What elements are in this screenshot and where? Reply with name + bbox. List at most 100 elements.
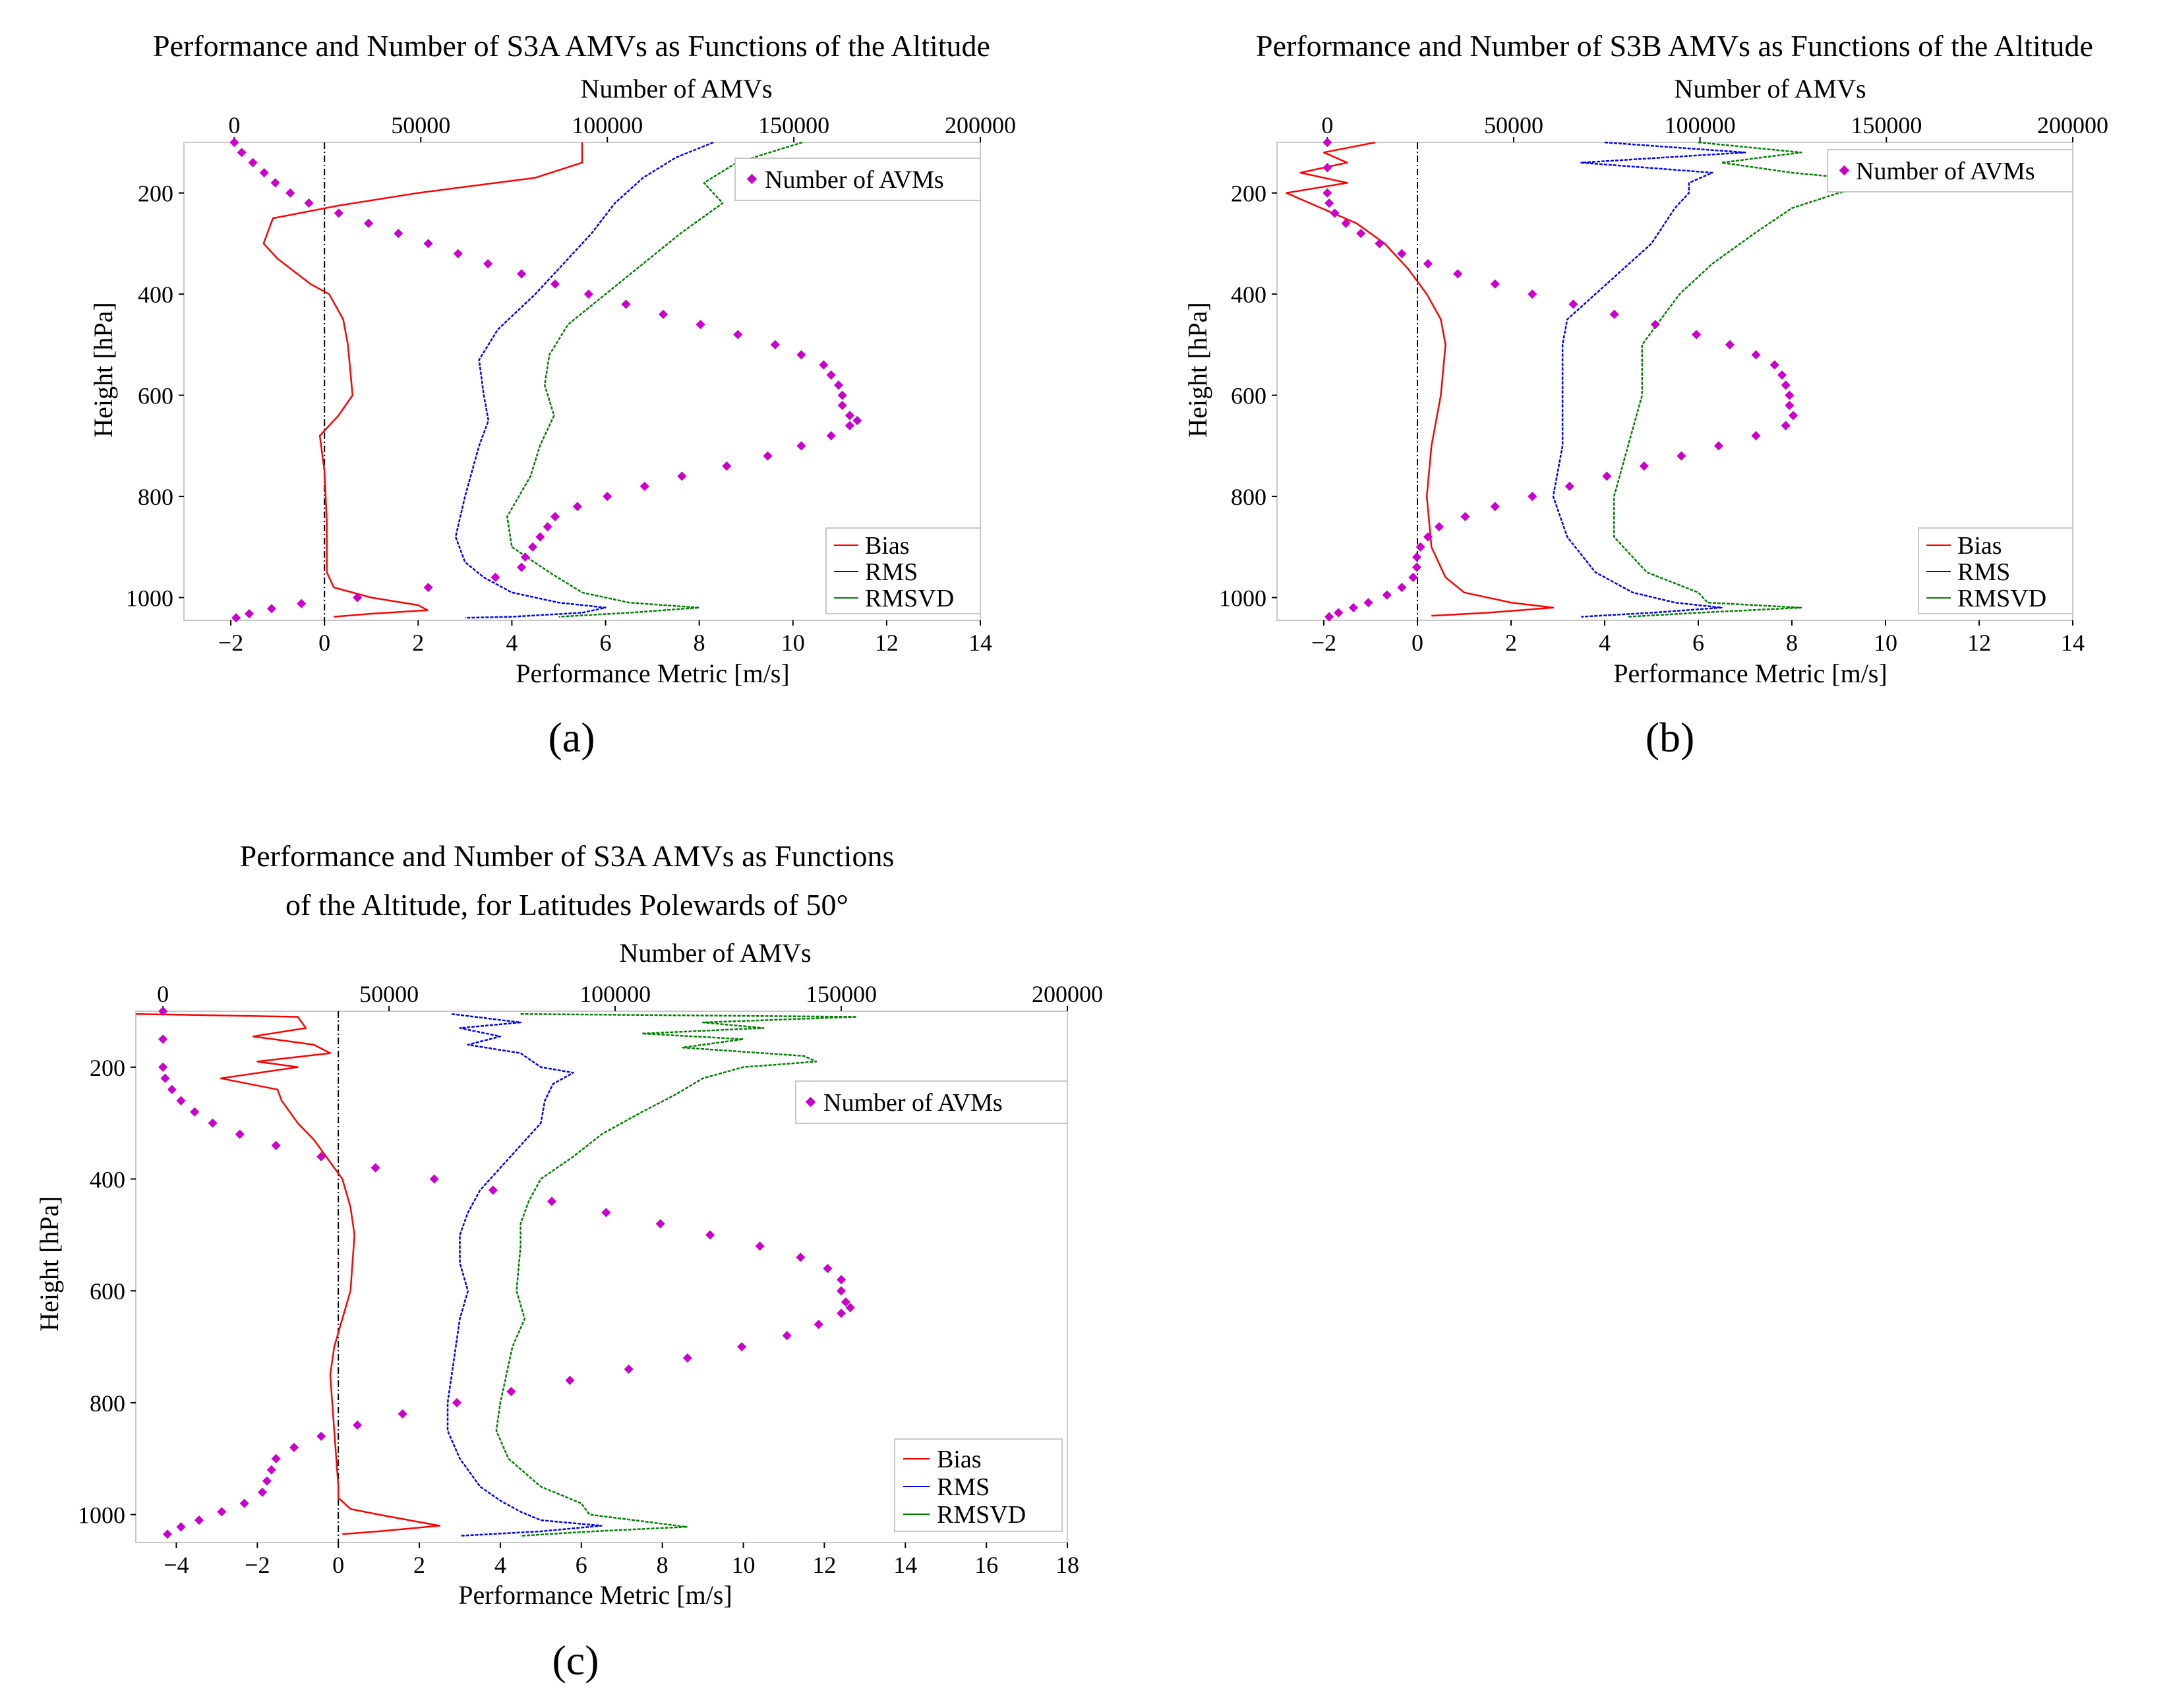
count-legend-label: Number of AVMs [1856,158,2035,185]
legend-bias-label: Bias [865,532,910,560]
x-tick-label: 0 [318,630,330,656]
top-tick-label: 150000 [1851,112,1922,138]
y-tick-label: 1000 [126,585,173,611]
series-line-rmsvd [506,141,803,618]
y-tick-label: 800 [1231,484,1266,510]
panel-a: Performance and Number of S3A AMVs as Fu… [88,29,1016,761]
y-axis-label: Height [hPa] [88,302,118,438]
top-tick-label: 0 [157,981,169,1007]
x-tick-label: 14 [2061,630,2085,656]
amv-count-point [823,1264,833,1274]
amv-count-point [782,1331,792,1341]
y-tick-label: 1000 [1219,585,1266,611]
amv-count-point [237,148,247,158]
top-tick-label: 50000 [391,112,450,138]
amv-count-point [158,1034,168,1044]
amv-count-point [353,593,363,603]
x-tick-label: 2 [1505,630,1517,656]
amv-count-point [583,289,593,299]
amv-count-point [755,1241,765,1251]
series-line-rmsvd [1613,141,1901,618]
count-legend-box [1827,149,2073,192]
x-tick-label: 10 [732,1552,756,1578]
amv-count-point [271,1140,281,1150]
amv-count-point [705,1230,715,1240]
amv-count-point [429,1174,439,1184]
amv-count-point [297,599,307,608]
amv-count-point [852,415,862,426]
y-tick-label: 200 [1231,181,1266,207]
y-tick-label: 200 [138,181,173,207]
count-legend-box [734,158,981,201]
top-tick-label: 50000 [359,981,419,1007]
x-tick-label: 14 [893,1552,917,1578]
amv-count-point [235,1129,245,1139]
legend-rmsvd-label: RMSVD [937,1501,1026,1529]
y-tick-label: 600 [138,383,173,409]
legend-rms-label: RMS [865,558,918,586]
series-line-bias [1285,141,1555,617]
amv-count-point [837,400,847,411]
amv-count-point [1324,612,1334,622]
series-line-rmsvd [495,1013,858,1537]
count-legend: Number of AVMs [795,1080,1068,1124]
legend-rmsvd-label: RMSVD [1957,585,2046,612]
x-tick-label: 16 [974,1552,998,1578]
series-legend-box [825,527,981,614]
x-tick-label: 10 [1874,630,1897,656]
top-tick-label: 150000 [806,981,877,1007]
top-tick-label: 0 [228,112,240,138]
amv-count-point [845,421,855,430]
count-legend-label: Number of AVMs [765,166,944,194]
x-tick-label: −2 [1311,630,1336,656]
amv-count-point [285,188,295,198]
amv-count-point [796,1252,806,1262]
amv-count-point [244,608,254,619]
x-tick-label: 8 [1786,630,1798,656]
y-tick-label: 800 [138,484,173,510]
amv-count-point [733,330,743,339]
amv-count-point [826,430,836,441]
x-tick-label: −2 [218,630,243,656]
y-tick-label: 200 [90,1055,125,1081]
x-tick-label: 14 [968,630,992,656]
x-tick-label: 8 [657,1552,669,1578]
count-legend-box [795,1080,1068,1124]
plot-area: −2 0 2 4 6 8 10 12 14 0 50000 100000 150000 200000 200… [126,112,1016,656]
y-axis-label: Height [hPa] [34,1196,64,1332]
amv-count-point [836,1309,847,1318]
series-line-bias [262,142,583,618]
amv-count-point [248,158,258,167]
amv-count-point [621,299,631,309]
chart-title-line-1: Performance and Number of S3B AMVs as Fu… [1256,29,2093,63]
legend-rms-label: RMS [1957,558,2010,586]
series-line-rms [454,141,714,619]
legend-bias-label: Bias [937,1446,982,1473]
x-axis-label: Performance Metric [m/s] [458,1580,732,1610]
x-tick-label: 8 [694,630,705,656]
amv-count-point [176,1096,186,1105]
amv-count-point [316,1152,326,1162]
top-tick-label: 100000 [579,981,651,1007]
amv-count-point [520,552,530,562]
count-legend-label: Number of AVMs [823,1089,1003,1117]
y-tick-label: 400 [90,1167,125,1193]
amv-count-point [841,1297,850,1307]
amv-count-point [1322,163,1332,173]
amv-count-point [737,1341,747,1352]
amv-count-point [266,604,277,614]
x-tick-label: −2 [245,1552,270,1578]
amv-count-point [814,1320,823,1330]
amv-count-point [231,613,241,623]
amv-count-point [796,350,806,360]
amv-count-point [601,1208,611,1218]
series-legend-box [894,1438,1063,1532]
top-axis-label: Number of AMVs [580,74,772,103]
x-tick-label: 12 [875,630,899,656]
amv-count-point [516,269,527,279]
amv-count-point [722,461,732,471]
amv-count-point [572,502,582,512]
top-axis-label: Number of AMVs [1674,74,1866,103]
y-tick-label: 600 [1231,383,1266,409]
x-tick-label: 6 [576,1552,587,1578]
